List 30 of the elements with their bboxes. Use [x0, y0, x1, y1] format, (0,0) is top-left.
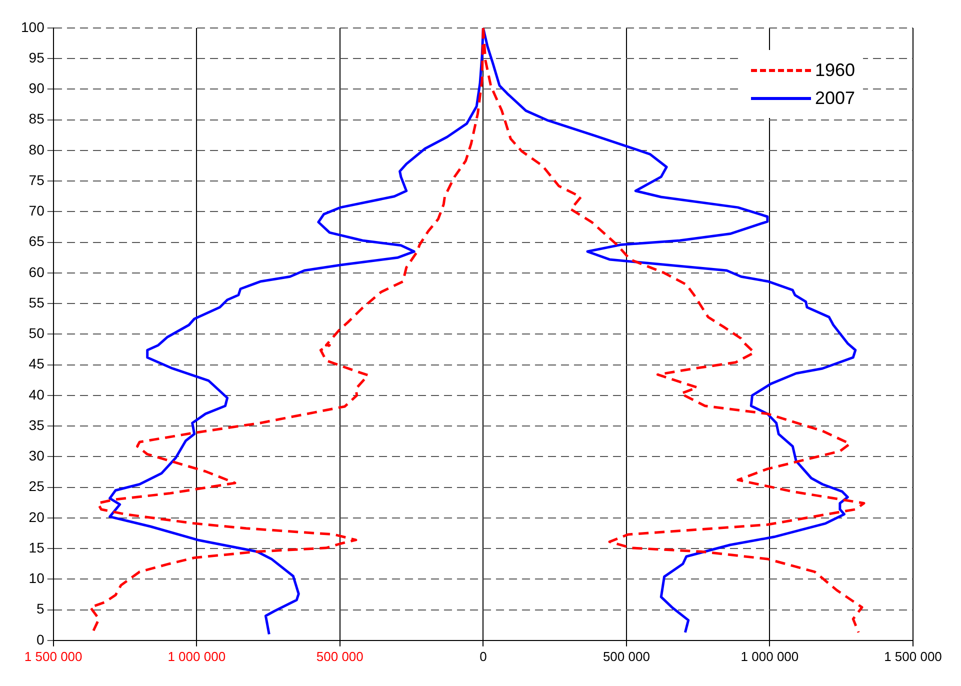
x-tick-label: 1 000 000: [168, 648, 226, 664]
legend-label: 1960: [815, 60, 856, 80]
x-tick-label: 500 000: [602, 648, 650, 664]
y-tick-label: 15: [28, 539, 45, 556]
y-tick-label: 75: [28, 172, 45, 188]
y-tick-label: 45: [28, 356, 45, 372]
y-tick-label: 95: [28, 49, 45, 66]
y-tick-label: 80: [28, 141, 45, 158]
y-tick-label: 60: [28, 264, 45, 280]
y-tick-label: 25: [28, 478, 45, 494]
y-tick-label: 10: [28, 570, 45, 586]
x-tick-label: 500 000: [316, 648, 364, 664]
y-tick-label: 20: [28, 508, 45, 525]
y-tick-label: 5: [36, 600, 45, 617]
x-tick-label: 0: [480, 648, 487, 664]
y-tick-label: 35: [28, 416, 45, 433]
x-tick-label: 1 500 000: [884, 648, 942, 664]
x-tick-label: 1 000 000: [740, 648, 799, 664]
y-tick-label: 65: [28, 233, 45, 250]
y-tick-label: 40: [28, 386, 45, 402]
y-tick-label: 50: [28, 325, 45, 342]
y-tick-label: 55: [28, 294, 45, 310]
legend-label: 2007: [815, 88, 856, 108]
y-tick-label: 0: [36, 631, 45, 648]
y-tick-label: 30: [28, 448, 45, 464]
y-tick-label: 70: [28, 202, 45, 219]
y-tick-label: 85: [28, 110, 45, 127]
x-tick-label: 1 500 000: [24, 648, 82, 664]
y-tick-label: 90: [28, 80, 45, 96]
y-tick-label: 100: [21, 18, 45, 35]
